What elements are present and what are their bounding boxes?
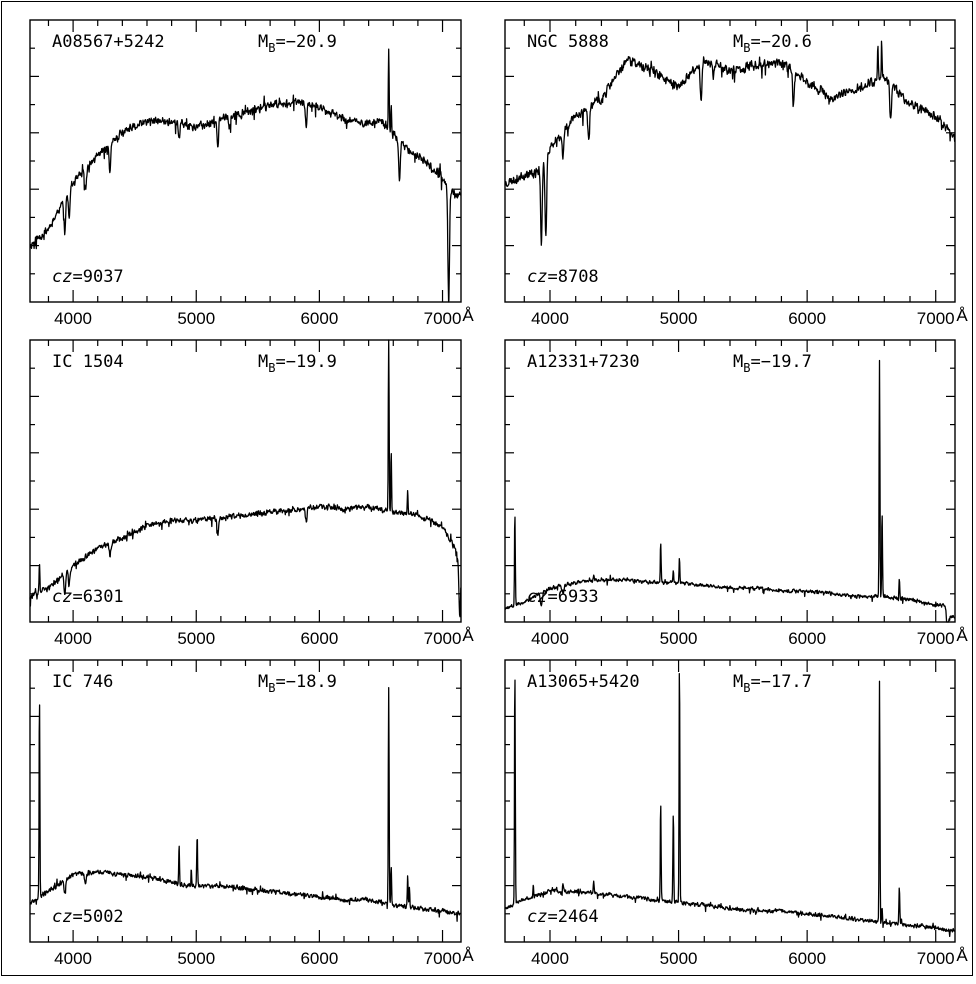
- galaxy-name: NGC 5888: [527, 32, 609, 52]
- x-unit-label: Å: [462, 626, 474, 645]
- x-tick-label: 5000: [660, 309, 698, 328]
- x-tick-label: 5000: [660, 629, 698, 648]
- x-tick-label: 4000: [531, 309, 569, 328]
- galaxy-name: A12331+7230: [527, 352, 640, 372]
- spectrum-line: [29, 339, 462, 618]
- galaxy-name: A08567+5242: [52, 32, 165, 52]
- x-tick-label: 6000: [300, 629, 338, 648]
- x-tick-label: 4000: [54, 949, 92, 968]
- x-tick-label: 5000: [660, 949, 698, 968]
- spectrum-panel: 4000 5000 6000 7000 Å IC 746 MB=−18.9 cz=5002: [29, 659, 474, 968]
- spectrum-panel: 4000 5000 6000 7000 Å NGC 5888 MB=−20.6 cz=8708: [504, 19, 968, 328]
- x-tick-label: 6000: [788, 949, 826, 968]
- x-tick-label: 4000: [531, 629, 569, 648]
- x-unit-label: Å: [956, 306, 968, 325]
- x-tick-label: 4000: [531, 949, 569, 968]
- x-tick-label: 4000: [54, 309, 92, 328]
- spectrum-panel: 4000 5000 6000 7000 Å A12331+7230 MB=−19.7 cz=6…: [504, 339, 968, 648]
- panel-frame: [504, 19, 956, 303]
- redshift-velocity: cz=8708: [527, 267, 599, 287]
- x-tick-label: 7000: [424, 309, 462, 328]
- spectrum-line: [504, 673, 956, 938]
- spectrum-panel: 4000 5000 6000 7000 Å IC 1504 MB=−19.9 cz=6301: [29, 339, 474, 648]
- redshift-velocity: cz=5002: [52, 907, 124, 927]
- spectrum-line: [504, 40, 956, 246]
- panel-frame: [504, 339, 956, 623]
- x-unit-label: Å: [462, 946, 474, 965]
- x-tick-label: 4000: [54, 629, 92, 648]
- absolute-magnitude: MB=−20.6: [733, 32, 812, 55]
- spectrum-line: [29, 48, 462, 303]
- x-tick-label: 6000: [300, 309, 338, 328]
- x-tick-label: 5000: [177, 309, 215, 328]
- x-unit-label: Å: [462, 306, 474, 325]
- x-tick-label: 7000: [424, 629, 462, 648]
- absolute-magnitude: MB=−19.7: [733, 352, 812, 375]
- galaxy-name: A13065+5420: [527, 672, 640, 692]
- x-tick-label: 7000: [917, 949, 955, 968]
- panel-frame: [29, 339, 462, 623]
- x-tick-label: 7000: [917, 629, 955, 648]
- absolute-magnitude: MB=−18.9: [258, 672, 337, 695]
- redshift-velocity: cz=2464: [527, 907, 599, 927]
- galaxy-name: IC 1504: [52, 352, 124, 372]
- absolute-magnitude: MB=−17.7: [733, 672, 812, 695]
- panel-frame: [504, 659, 956, 943]
- panel-frame: [29, 659, 462, 943]
- redshift-velocity: cz=6933: [527, 587, 599, 607]
- x-tick-label: 7000: [917, 309, 955, 328]
- spectrum-panel: 4000 5000 6000 7000 Å A08567+5242 MB=−20.9 cz=9…: [29, 19, 474, 328]
- x-unit-label: Å: [956, 946, 968, 965]
- spectrum-line: [504, 359, 956, 623]
- x-tick-label: 6000: [788, 309, 826, 328]
- galaxy-name: IC 746: [52, 672, 113, 692]
- spectrum-line: [29, 687, 462, 922]
- absolute-magnitude: MB=−19.9: [258, 352, 337, 375]
- redshift-velocity: cz=6301: [52, 587, 124, 607]
- absolute-magnitude: MB=−20.9: [258, 32, 337, 55]
- redshift-velocity: cz=9037: [52, 267, 124, 287]
- x-tick-label: 6000: [300, 949, 338, 968]
- x-tick-label: 5000: [177, 949, 215, 968]
- x-tick-label: 6000: [788, 629, 826, 648]
- spectrum-panel: 4000 5000 6000 7000 Å A13065+5420 MB=−17.7 cz=2…: [504, 659, 968, 968]
- x-tick-label: 5000: [177, 629, 215, 648]
- x-unit-label: Å: [956, 626, 968, 645]
- x-tick-label: 7000: [424, 949, 462, 968]
